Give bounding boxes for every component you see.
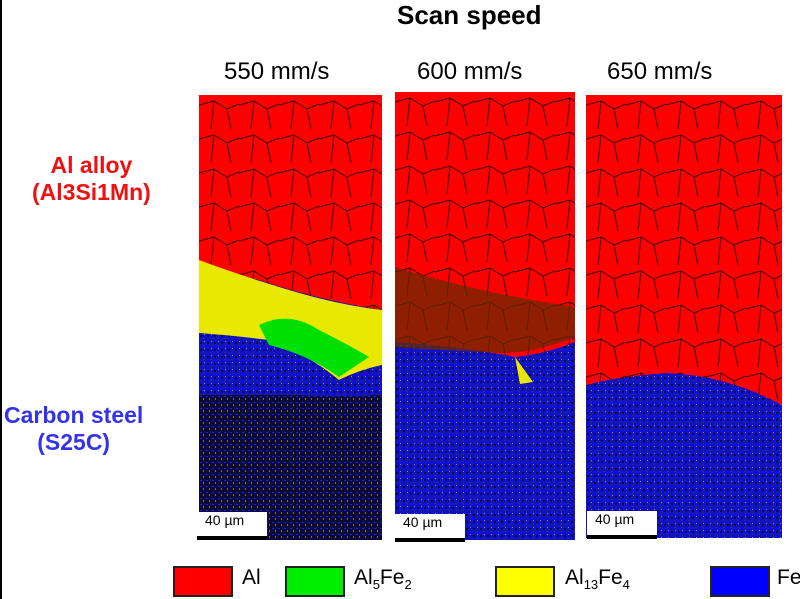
legend-swatch-al13fe4 (495, 566, 555, 597)
speed-label-550: 550 mm/s (224, 58, 330, 85)
phase-map-600 (395, 92, 575, 540)
scale-bar-650: 40 µm (587, 511, 657, 539)
scale-bar-line (587, 535, 657, 539)
scale-bar-label: 40 µm (205, 512, 245, 528)
legend-swatch-al (173, 566, 233, 597)
legend-label-al: Al (242, 566, 261, 589)
phase-map-650 (586, 95, 782, 538)
speed-label-650: 650 mm/s (607, 58, 713, 85)
phase-map-550 (199, 95, 382, 540)
row-label-line1: Carbon steel (4, 402, 144, 428)
scale-bar-label: 40 µm (595, 511, 635, 527)
row-label-line1: Al alloy (50, 152, 133, 178)
scale-bar-550: 40 µm (197, 512, 267, 540)
row-label-carbon-steel: Carbon steel (S25C) (4, 402, 143, 456)
legend-label-al5fe2: Al5Fe2 (354, 566, 412, 593)
figure-title: Scan speed (397, 0, 542, 30)
legend-label-fe: Fe (777, 566, 800, 589)
speed-label-600: 600 mm/s (417, 58, 523, 85)
legend-swatch-al5fe2 (285, 566, 345, 597)
scale-bar-label: 40 µm (403, 514, 443, 530)
row-label-line2: (Al3Si1Mn) (32, 179, 151, 205)
scale-bar-line (197, 536, 267, 540)
scale-bar-line (395, 538, 465, 542)
row-label-al-alloy: Al alloy (Al3Si1Mn) (32, 152, 151, 206)
legend-label-al13fe4: Al13Fe4 (565, 566, 630, 593)
legend-swatch-fe (710, 566, 770, 597)
row-label-line2: (S25C) (37, 429, 111, 455)
scale-bar-600: 40 µm (395, 514, 465, 542)
